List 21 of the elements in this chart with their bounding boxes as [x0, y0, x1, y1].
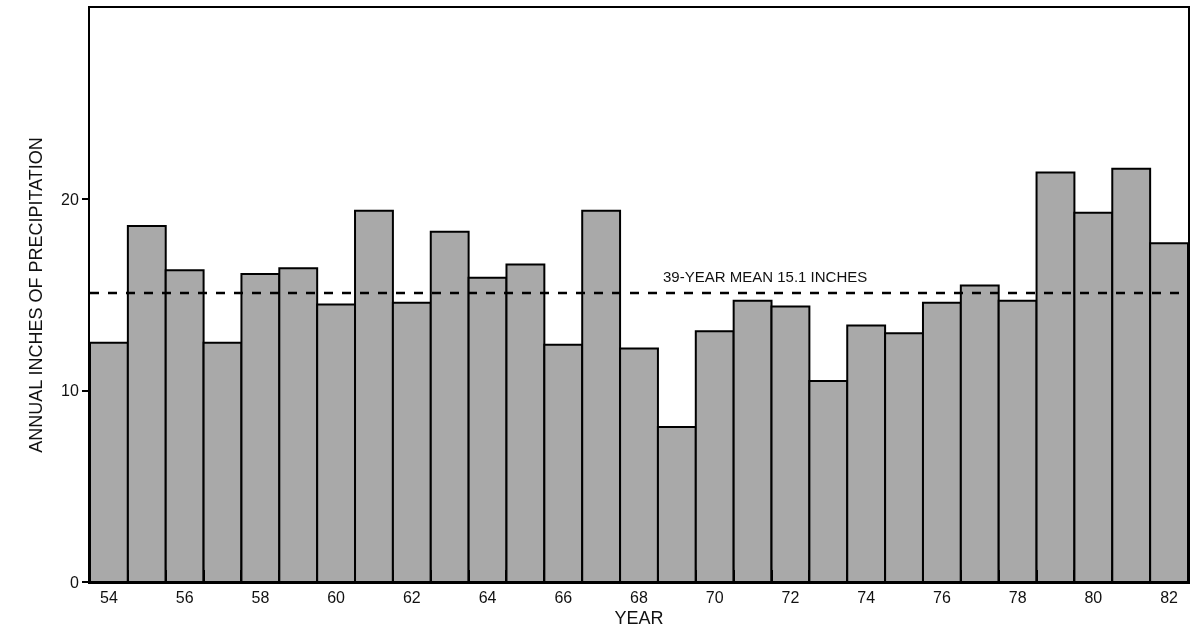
x-tick-label: 56	[175, 589, 194, 607]
x-axis-title: YEAR	[614, 607, 664, 628]
x-tick-label: 54	[100, 589, 118, 607]
x-tick-label: 58	[251, 589, 270, 607]
y-axis-title: ANNUAL INCHES OF PRECIPITATION	[25, 137, 46, 453]
x-tick-label: 64	[478, 589, 497, 607]
x-tick-label: 72	[781, 589, 800, 607]
x-tick-label: 80	[1084, 589, 1103, 607]
x-tick-label: 82	[1160, 589, 1179, 607]
x-tick-label: 68	[630, 589, 648, 607]
ref-line-label: 39-YEAR MEAN 15.1 INCHES	[663, 268, 868, 285]
x-tick-label: 74	[857, 589, 876, 607]
x-tick-label: 76	[933, 589, 951, 607]
x-tick-label: 66	[554, 589, 573, 607]
x-tick-label: 60	[327, 589, 346, 607]
x-tick-label: 70	[705, 589, 724, 607]
x-tick-label: 62	[402, 589, 421, 607]
y-tick-label: 10	[61, 382, 79, 400]
y-tick-label: 20	[61, 190, 79, 208]
y-tick-label: 0	[69, 573, 79, 591]
x-tick-label: 78	[1008, 589, 1027, 607]
